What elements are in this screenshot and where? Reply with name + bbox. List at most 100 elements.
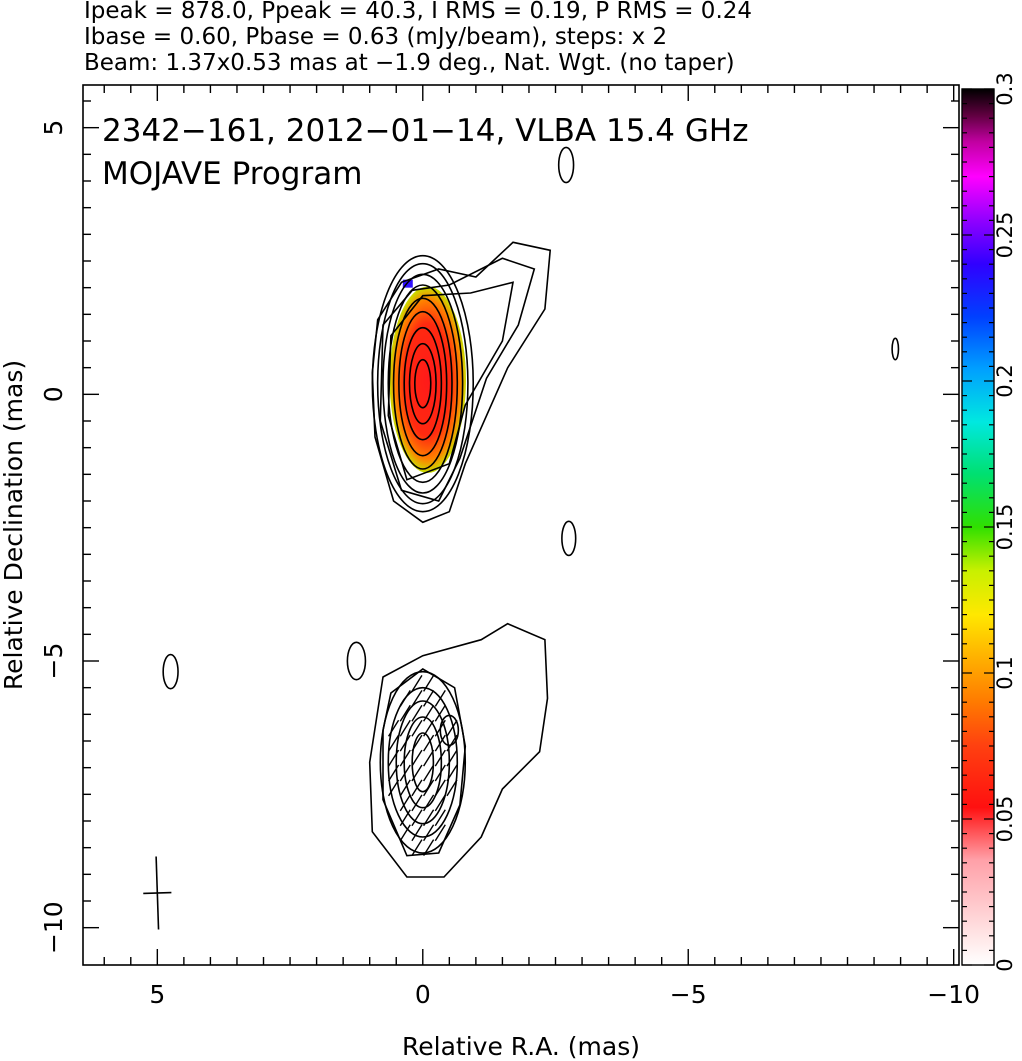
header-line-base: Ibase = 0.60, Pbase = 0.63 (mJy/beam), s… [84,24,668,50]
polarization-vectors [387,675,458,857]
colorbar-tick-label: 0.25 [993,212,1017,259]
evpa-vector [387,764,400,782]
evpa-vector [399,764,411,782]
upper-core-contour [403,326,443,441]
evpa-vector [434,824,446,842]
evpa-vector [411,839,423,857]
plot-frame [82,84,960,966]
evpa-vector [423,704,435,722]
evpa-vector [446,779,458,797]
y-tick-label: 0 [39,386,68,402]
plot-area: 5 0 −5 −10 5 0 −5 −10 [39,84,980,1009]
upper-core-contour [398,310,448,457]
upper-core-contour [392,297,453,470]
lower-jet-contour-1 [368,622,549,878]
evpa-vector [411,764,423,782]
noise-contour [891,337,900,361]
lower-jet-contour-2 [382,668,467,857]
noise-contour [561,520,577,557]
x-tick-label: −5 [670,980,707,1009]
y-tick-label: −5 [39,643,68,680]
evpa-vector [434,794,446,812]
evpa-vector [446,734,458,752]
evpa-vector [434,689,446,707]
evpa-vector [434,779,446,797]
beam-minor-axis [143,891,172,895]
evpa-vector [411,704,423,722]
x-tick-label: 5 [149,980,165,1009]
evpa-vector [411,734,423,752]
evpa-vector [446,719,458,737]
evpa-vector [411,779,423,797]
evpa-vector [446,749,458,767]
evpa-vector [411,749,423,767]
upper-jet-contour-2 [379,257,536,502]
evpa-vector [434,749,446,767]
lower-core-contour [411,732,435,793]
evpa-vector [423,749,435,767]
evpa-vector [399,809,411,827]
evpa-vector [399,734,411,752]
evpa-vector [411,675,423,692]
header-line-beam: Beam: 1.37x0.53 mas at −1.9 deg., Nat. W… [84,50,735,76]
evpa-vector [399,749,411,767]
evpa-vector [423,764,435,782]
lower-core-contour [403,716,443,809]
evpa-vector [423,794,435,812]
evpa-vector [423,719,435,737]
colorbar-tick-label: 0.05 [993,796,1017,843]
axis-tick-labels: 5 0 −5 −10 5 0 −5 −10 [39,120,980,1009]
noise-contours [162,146,900,747]
upper-jet-contour-1 [371,241,552,524]
evpa-vector [411,824,423,842]
evpa-vector [434,734,446,752]
evpa-vector [411,794,423,812]
noise-contour [439,714,460,747]
colorbar-tick-label: 0.2 [993,364,1017,397]
upper-core-contour [387,284,459,484]
y-tick-label: −10 [39,901,68,954]
evpa-vector [399,794,411,812]
evpa-vector [399,779,411,797]
evpa-vector [423,824,435,842]
evpa-vector [423,675,435,692]
evpa-vector [446,764,458,782]
x-tick-label: 0 [415,980,431,1009]
noise-contour [346,641,367,681]
noise-contour [162,653,179,690]
evpa-vector [423,839,435,857]
evpa-vector [411,719,423,737]
upper-core-contour [408,342,437,425]
evpa-vector [387,749,400,767]
axis-ticks [83,85,959,965]
evpa-vector [423,734,435,752]
x-axis-label: Relative R.A. (mas) [402,1032,640,1061]
plot-title-line1: 2342−161, 2012−01−14, VLBA 15.4 GHz [102,113,748,149]
evpa-vector [387,734,400,752]
header-line-peaks: Ipeak = 878.0, Ppeak = 40.3, I RMS = 0.1… [84,0,753,24]
evpa-vector [434,809,446,827]
colorbar-tick-label: 0.3 [993,72,1017,105]
y-axis-label: Relative Declination (mas) [0,360,28,690]
evpa-vector [411,689,423,707]
evpa-vector [423,779,435,797]
y-tick-label: 5 [39,120,68,136]
upper-core-contour [376,262,469,505]
evpa-vector [423,809,435,827]
evpa-vector [399,824,411,842]
evpa-vector [399,689,411,707]
polarization-pixel-high [402,279,413,288]
evpa-vector [411,809,423,827]
evpa-vector [423,689,435,707]
evpa-vector [434,704,446,722]
restoring-beam-marker [143,856,172,930]
evpa-vector [399,719,411,737]
colorbar-tick-label: 0.1 [993,656,1017,689]
upper-core-contour [414,358,432,409]
evpa-vector [434,764,446,782]
evpa-vector [399,704,411,722]
lower-core-contour [379,670,467,854]
x-tick-label: −10 [927,980,980,1009]
lower-core-contour [387,686,459,838]
